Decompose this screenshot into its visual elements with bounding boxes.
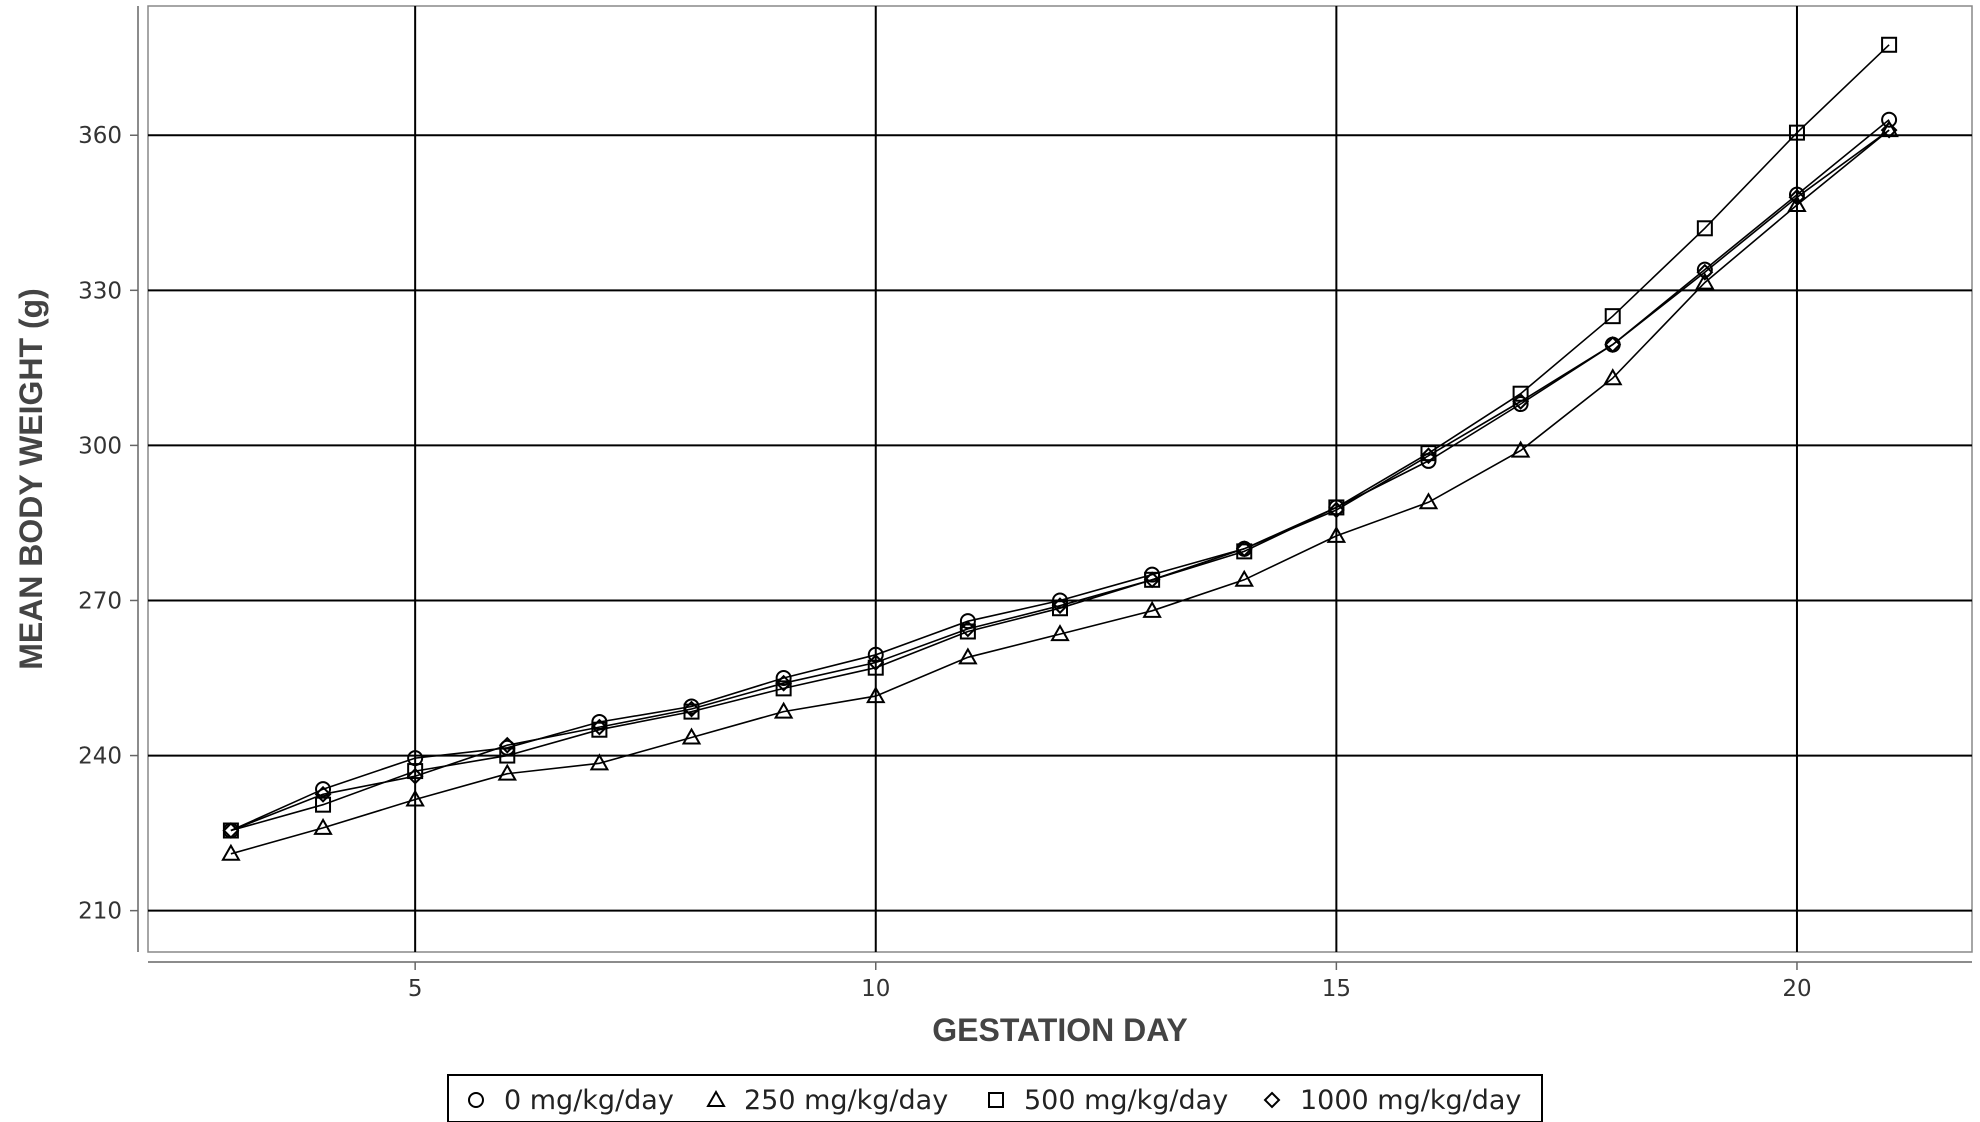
legend-item: 250 mg/kg/day xyxy=(706,1085,948,1116)
legend-label: 1000 mg/kg/day xyxy=(1300,1085,1521,1116)
legend-item: 1000 mg/kg/day xyxy=(1263,1085,1521,1116)
data-point xyxy=(1235,540,1253,558)
data-point xyxy=(313,817,333,835)
data-point xyxy=(1604,336,1622,354)
legend-marker xyxy=(468,1092,484,1108)
legend-item: 500 mg/kg/day xyxy=(988,1085,1228,1116)
data-point xyxy=(314,785,332,803)
legend-label: 250 mg/kg/day xyxy=(744,1085,948,1116)
data-point xyxy=(589,753,610,771)
data-point xyxy=(499,747,516,764)
data-point xyxy=(1695,272,1715,290)
legend-marker xyxy=(988,1092,1004,1108)
data-point xyxy=(683,700,700,718)
data-point xyxy=(1418,492,1439,510)
plot-frame xyxy=(147,5,1973,953)
data-point xyxy=(222,822,240,839)
data-point xyxy=(775,670,792,687)
data-point xyxy=(407,763,424,780)
legend-label: 0 mg/kg/day xyxy=(504,1085,674,1116)
data-point xyxy=(406,767,424,785)
x-tick-label: 5 xyxy=(408,976,423,1002)
legend-marker xyxy=(1263,1091,1281,1109)
data-point xyxy=(958,647,978,665)
axes: 5 10 15 20 210 240 270 300 330 360 xyxy=(78,6,1972,1002)
data-point xyxy=(591,721,608,738)
data-point xyxy=(1696,220,1713,237)
data-point xyxy=(1512,393,1530,410)
series-diamond xyxy=(222,121,1898,839)
data-point xyxy=(773,701,794,719)
series-line xyxy=(230,129,1890,855)
data-point xyxy=(1696,261,1713,278)
data-point xyxy=(497,763,517,781)
data-point xyxy=(1880,121,1898,139)
data-point xyxy=(1604,308,1621,325)
y-tick-label: 330 xyxy=(78,278,122,304)
data-point xyxy=(683,703,700,720)
data-point xyxy=(1510,440,1531,458)
series-layer xyxy=(221,36,1899,861)
data-point xyxy=(959,620,977,638)
x-tick-label: 20 xyxy=(1782,976,1811,1002)
data-point xyxy=(1696,263,1714,281)
data-point xyxy=(1420,445,1437,462)
data-point xyxy=(1420,447,1437,465)
data-point xyxy=(1788,188,1806,206)
data-point xyxy=(1143,571,1161,589)
y-tick-label: 270 xyxy=(78,588,122,614)
data-point xyxy=(1788,124,1805,141)
series-line xyxy=(230,44,1890,832)
data-point xyxy=(405,789,425,807)
data-point xyxy=(315,796,332,813)
y-axis-title: MEAN BODY WEIGHT (g) xyxy=(13,288,49,670)
x-tick-label: 10 xyxy=(861,976,890,1002)
gridlines xyxy=(148,6,1972,952)
data-point xyxy=(498,736,516,754)
data-point xyxy=(1326,525,1347,543)
data-point xyxy=(1142,600,1162,618)
data-point xyxy=(1050,624,1070,642)
data-point xyxy=(1881,36,1898,53)
legend: 0 mg/kg/day 250 mg/kg/day 500 mg/kg/day 100… xyxy=(447,1074,1543,1122)
data-point xyxy=(1328,499,1345,516)
data-point xyxy=(407,750,424,767)
legend-box xyxy=(447,1074,1543,1122)
y-tick-label: 240 xyxy=(78,744,122,770)
x-tick-label: 15 xyxy=(1322,976,1351,1002)
y-tick-label: 300 xyxy=(78,433,122,459)
data-point xyxy=(1327,501,1345,519)
legend-marker xyxy=(706,1089,726,1107)
data-point xyxy=(221,843,241,861)
data-point xyxy=(775,680,792,697)
data-point xyxy=(590,718,608,736)
data-point xyxy=(681,727,702,745)
series-triangle xyxy=(221,120,1899,861)
y-tick-label: 360 xyxy=(78,123,122,149)
data-point xyxy=(1234,569,1254,587)
data-point xyxy=(1603,368,1623,386)
data-point xyxy=(1512,396,1529,413)
data-point xyxy=(1881,111,1898,128)
x-axis-title: GESTATION DAY xyxy=(932,1012,1187,1048)
data-point xyxy=(867,659,884,676)
data-point xyxy=(775,674,793,692)
data-point xyxy=(315,781,332,798)
y-tick-label: 210 xyxy=(78,899,122,925)
data-point xyxy=(867,654,885,671)
plot-area-border xyxy=(147,5,1973,953)
data-point xyxy=(1051,597,1069,615)
legend-item: 0 mg/kg/day xyxy=(468,1085,674,1116)
data-point xyxy=(1787,195,1807,213)
series-line xyxy=(230,129,1890,832)
legend-label: 500 mg/kg/day xyxy=(1024,1085,1228,1116)
data-point xyxy=(1788,186,1805,203)
data-point xyxy=(866,686,886,704)
